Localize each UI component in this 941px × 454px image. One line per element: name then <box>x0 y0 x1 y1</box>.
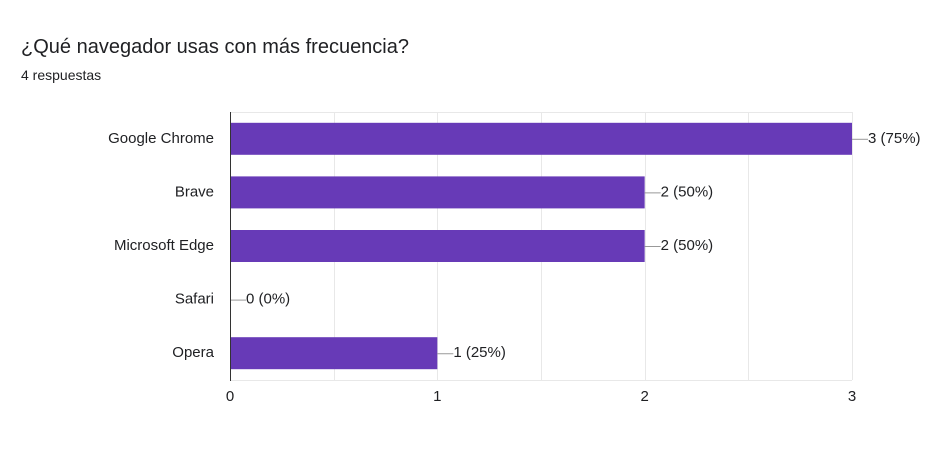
response-count: 4 respuestas <box>21 67 102 83</box>
x-tick-label: 2 <box>640 388 648 405</box>
category-label: Safari <box>175 291 214 308</box>
chart-title: ¿Qué navegador usas con más frecuencia? <box>21 36 409 58</box>
x-tick-label: 3 <box>848 388 856 405</box>
value-label: 1 (25%) <box>453 344 506 361</box>
category-label: Microsoft Edge <box>114 237 214 254</box>
bar <box>230 176 645 209</box>
value-label: 2 (50%) <box>661 237 714 254</box>
value-label: 0 (0%) <box>246 291 290 308</box>
category-label: Google Chrome <box>108 130 214 147</box>
category-label: Brave <box>175 183 214 200</box>
bar <box>230 122 852 155</box>
bar <box>230 337 438 370</box>
value-label: 3 (75%) <box>868 130 921 147</box>
x-tick-label: 1 <box>433 388 441 405</box>
value-label: 2 (50%) <box>661 183 714 200</box>
bar <box>230 230 645 262</box>
category-label: Opera <box>172 344 214 361</box>
x-tick-label: 0 <box>226 388 234 405</box>
